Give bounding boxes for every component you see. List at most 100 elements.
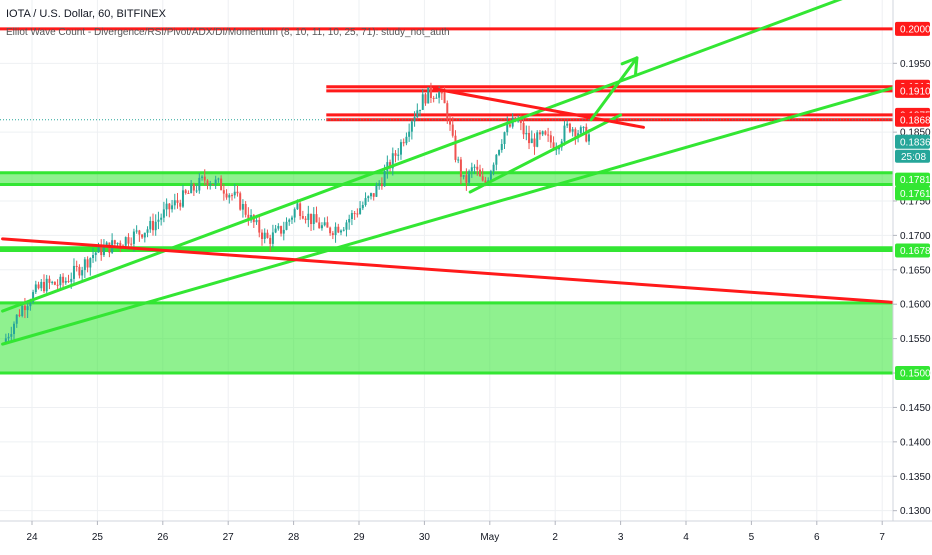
candle-body: [320, 225, 323, 229]
candle-body: [53, 281, 56, 285]
resistance-band-0: [326, 86, 893, 91]
candle-body: [399, 142, 402, 155]
candle-body: [315, 214, 318, 223]
candle-body: [296, 203, 299, 210]
candle-body: [260, 232, 263, 239]
candle-body: [350, 213, 353, 219]
candle-body: [236, 191, 239, 194]
candle-body: [301, 215, 304, 219]
candle-body: [465, 175, 468, 183]
candle-body: [582, 126, 585, 128]
candle-body: [367, 196, 370, 199]
candle-body: [190, 184, 193, 194]
candle-body: [89, 258, 92, 268]
price-label-badge: [895, 112, 930, 127]
candle-body: [141, 234, 144, 238]
candle-body: [67, 280, 70, 282]
candle-body: [345, 222, 348, 230]
price-label-text: 0.1868: [900, 115, 931, 126]
candle-body: [94, 252, 97, 255]
candle-body: [233, 191, 236, 196]
y-tick-label: 0.1700: [900, 231, 931, 242]
candle-body: [70, 278, 73, 282]
candle-body: [132, 231, 135, 244]
price-label-badge: [895, 134, 930, 149]
candle-body: [435, 97, 438, 99]
price-label-text: 0.1761: [900, 189, 931, 200]
candle-body: [369, 193, 372, 197]
candle-body: [37, 284, 40, 289]
long-resistance-line: [1, 237, 893, 304]
price-label-text: 0.1781: [900, 175, 931, 186]
candle-body: [538, 132, 541, 135]
candle-body: [438, 92, 441, 98]
candle-body: [489, 171, 492, 181]
candle-body: [408, 131, 411, 137]
y-tick-label: 0.1600: [900, 300, 931, 311]
time-axis-panel: [0, 521, 932, 550]
price-label-text: 0.1836: [900, 137, 931, 148]
y-tick-label: 0.1950: [900, 59, 931, 70]
candle-body: [241, 203, 244, 210]
channel-lower-line: [1, 86, 893, 346]
candle-body: [231, 195, 234, 197]
candle-body: [528, 132, 531, 144]
x-tick-label: 27: [223, 532, 235, 543]
candle-body: [211, 184, 214, 186]
candle-body: [372, 193, 375, 197]
candle-body: [508, 124, 511, 127]
candle-body: [443, 92, 446, 104]
candle-body: [64, 280, 67, 283]
candle-body: [151, 220, 154, 231]
candle-body: [113, 240, 116, 245]
candle-body: [102, 246, 105, 256]
candle-body: [498, 150, 501, 155]
candle-body: [105, 242, 108, 247]
candle-body: [470, 167, 473, 172]
candle-body: [263, 232, 266, 239]
candle-body: [119, 242, 122, 246]
price-label-badge: [895, 21, 930, 36]
candle-body: [130, 243, 133, 245]
candle-body: [29, 302, 32, 307]
candle-body: [116, 242, 119, 245]
x-tick-label: May: [480, 532, 499, 543]
candle-body: [340, 230, 343, 233]
candle-body: [380, 183, 383, 187]
candle-body: [143, 232, 146, 238]
candle-body: [574, 129, 577, 137]
support-zone-2: [0, 302, 893, 374]
candle-body: [348, 218, 351, 223]
candle-body: [587, 134, 590, 142]
countdown-text: 25:08: [901, 152, 926, 163]
candle-body: [124, 237, 127, 246]
candle-body: [277, 226, 280, 229]
projection-arrow-head: [620, 56, 639, 76]
candle-body: [40, 281, 43, 289]
y-tick-label: 0.1750: [900, 196, 931, 207]
candle-body: [410, 121, 413, 132]
candle-body: [244, 203, 247, 215]
candle-body: [274, 228, 277, 233]
candle-body: [149, 220, 152, 230]
candle-body: [228, 195, 231, 198]
candle-body: [413, 117, 416, 122]
candle-body: [4, 338, 7, 344]
price-label-badge: [895, 186, 930, 201]
candle-body: [203, 176, 206, 181]
candle-body: [364, 198, 367, 206]
candle-body: [462, 175, 465, 177]
x-tick-label: 28: [288, 532, 300, 543]
y-tick-label: 0.1300: [900, 506, 931, 517]
candle-body: [405, 136, 408, 144]
candle-body: [146, 229, 149, 233]
candle-body: [549, 135, 552, 143]
candle-body: [495, 154, 498, 165]
candle-body: [217, 178, 220, 180]
candle-body: [198, 177, 201, 191]
candle-body: [86, 259, 89, 268]
candle-body: [421, 94, 424, 110]
candle-body: [51, 281, 54, 283]
candle-body: [173, 200, 176, 206]
